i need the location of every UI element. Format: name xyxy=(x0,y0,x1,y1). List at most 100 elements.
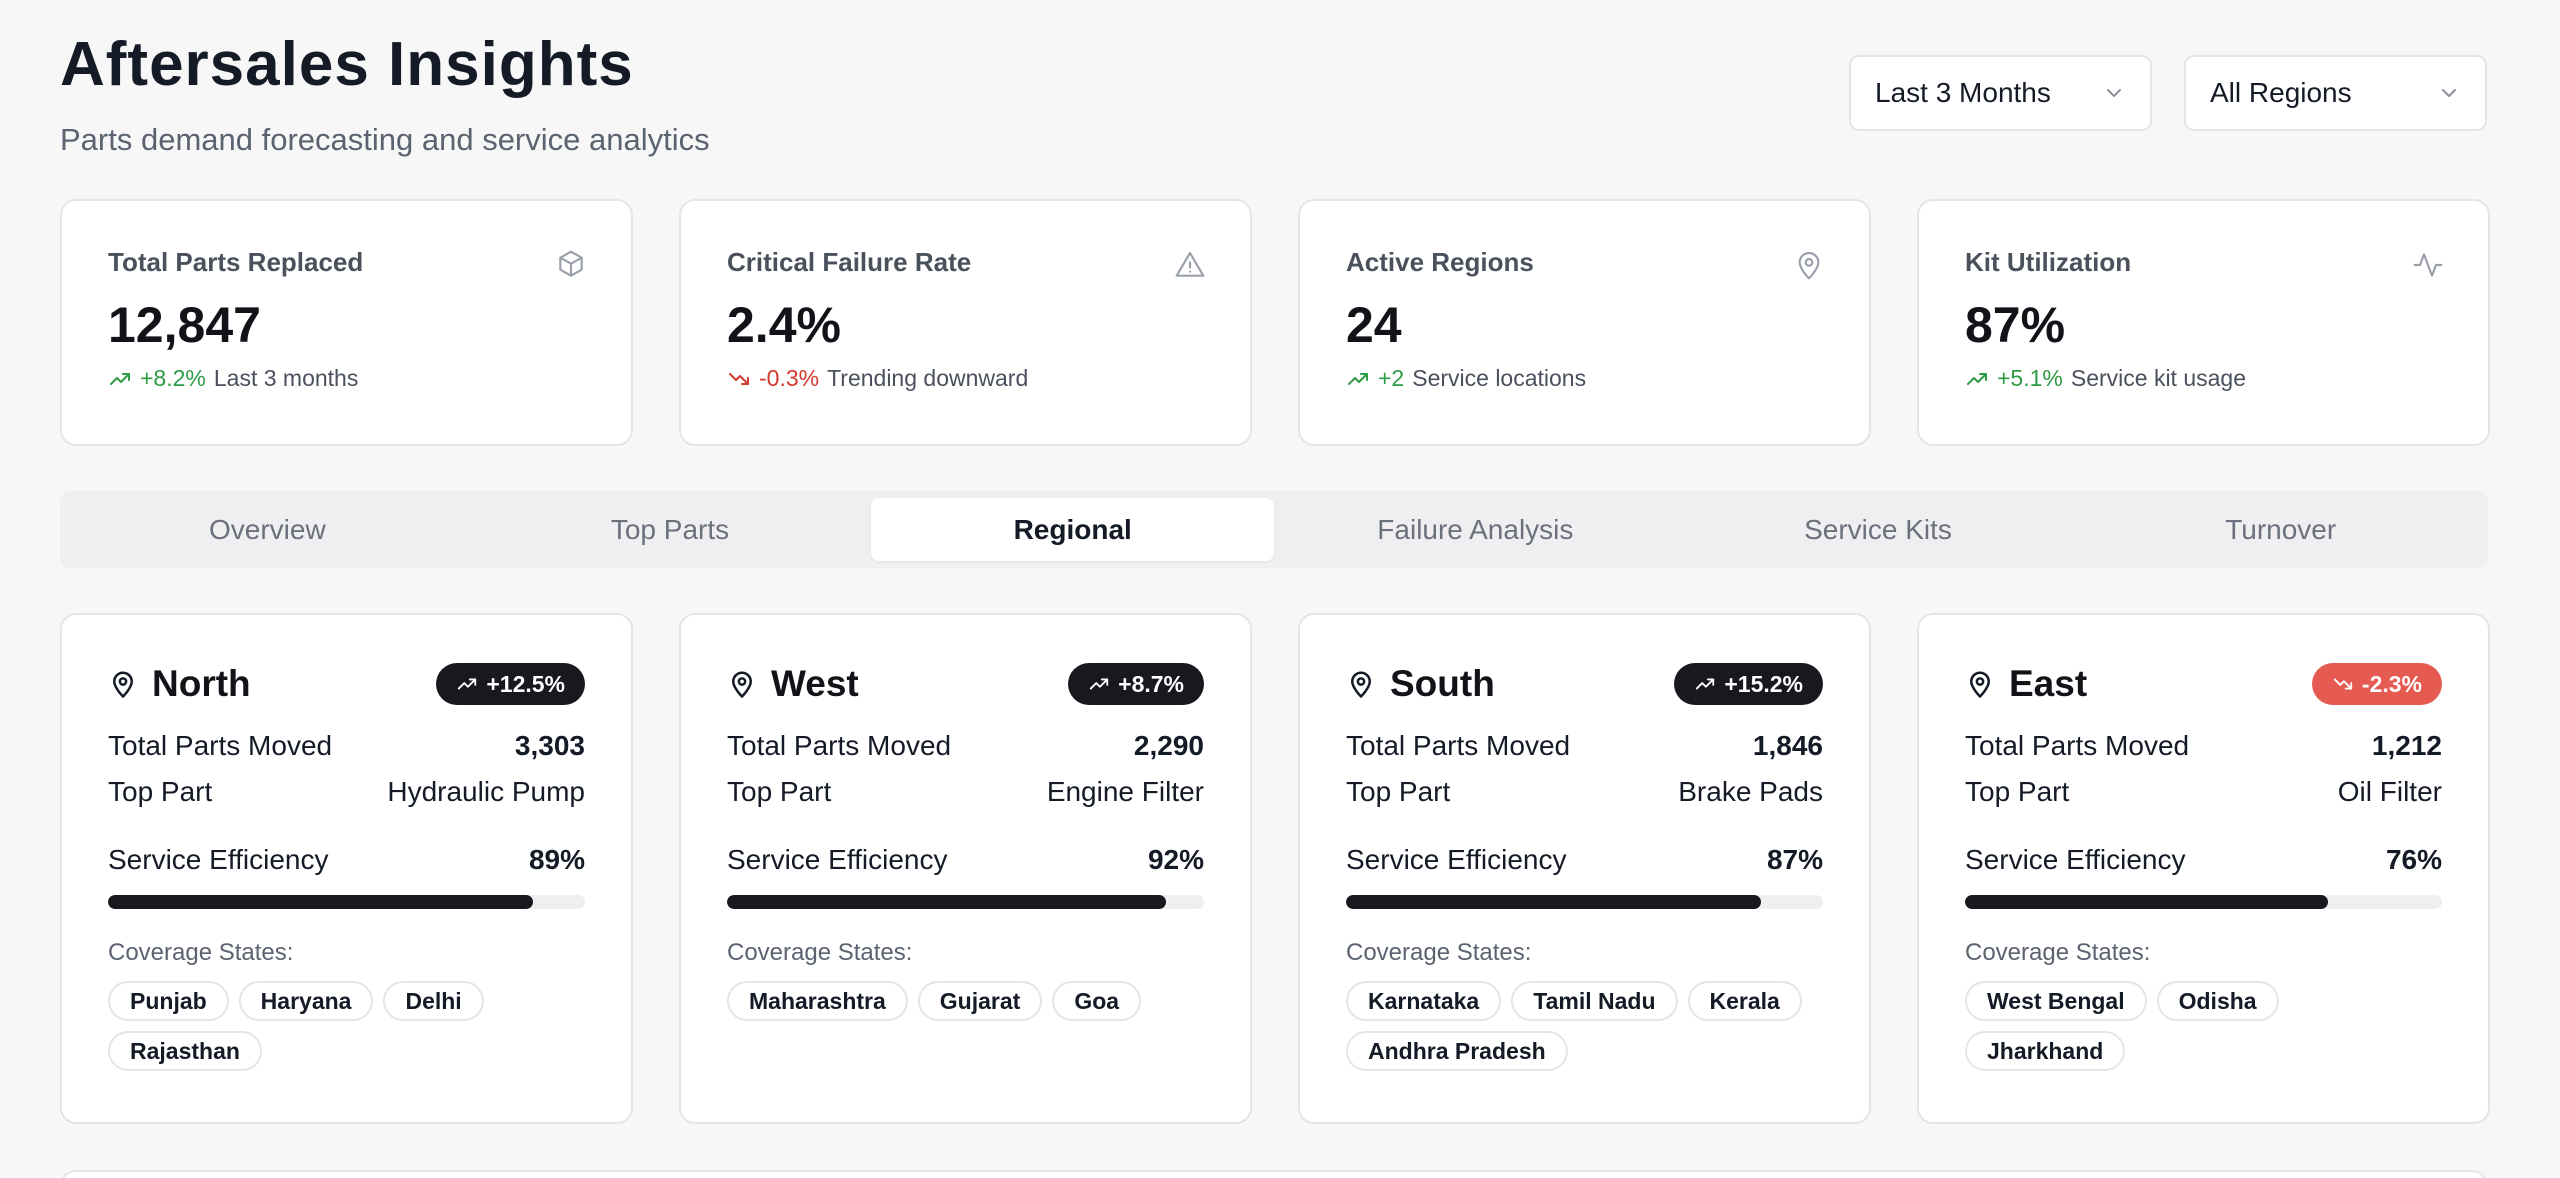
kpi-change-note: Service kit usage xyxy=(2070,365,2246,391)
trending-up-icon xyxy=(1696,678,1715,690)
region-trend-value: +12.5% xyxy=(486,670,565,697)
period-select[interactable]: Last 3 Months xyxy=(1849,55,2152,131)
coverage-state-chips: Karnataka Tamil Nadu Kerala Andhra Prade… xyxy=(1346,981,1823,1071)
tab-service-kits[interactable]: Service Kits xyxy=(1804,513,1952,545)
kpi-label: Critical Failure Rate xyxy=(727,247,972,277)
tab-overview[interactable]: Overview xyxy=(208,513,326,545)
kpi-change-value: -0.3% xyxy=(759,365,820,391)
trending-up-icon xyxy=(1348,372,1368,385)
stat-top-part: Top Part Engine Filter xyxy=(727,775,1204,809)
kpi-value: 87% xyxy=(1965,297,2066,353)
region-name: West xyxy=(771,663,859,704)
region-select[interactable]: All Regions xyxy=(2184,55,2487,131)
stat-label: Total Parts Moved xyxy=(727,730,952,761)
region-select-value: All Regions xyxy=(2210,77,2352,108)
tab-turnover[interactable]: Turnover xyxy=(2225,513,2337,545)
map-pin-icon xyxy=(113,671,133,698)
tab-top-parts[interactable]: Top Parts xyxy=(610,513,730,545)
coverage-states-label: Coverage States: xyxy=(1346,939,1532,966)
stat-value: 3,303 xyxy=(514,730,585,761)
region-title: East xyxy=(1965,663,2087,705)
coverage-states-label: Coverage States: xyxy=(727,939,913,966)
state-chip: Tamil Nadu xyxy=(1511,981,1678,1021)
stat-value: 89% xyxy=(528,844,585,875)
stat-label: Total Parts Moved xyxy=(1965,730,2190,761)
stat-total-parts: Total Parts Moved 3,303 xyxy=(108,729,585,763)
state-chip: Jharkhand xyxy=(1965,1031,2126,1071)
region-name: East xyxy=(2009,663,2088,704)
chevron-down-icon xyxy=(2107,89,2121,97)
kpi-label: Total Parts Replaced xyxy=(108,247,364,277)
state-chip: Gujarat xyxy=(917,981,1043,1021)
next-section-card xyxy=(60,1170,2488,1178)
region-header: South +15.2% xyxy=(1346,663,1823,705)
region-header: West +8.7% xyxy=(727,663,1204,705)
kpi-change-note: Trending downward xyxy=(827,365,1029,391)
region-trend-value: +8.7% xyxy=(1118,670,1184,697)
kpi-change: +2 Service locations xyxy=(1346,365,1823,392)
stat-value: 1,846 xyxy=(1752,730,1823,761)
kpi-label: Active Regions xyxy=(1346,247,1534,277)
region-title: West xyxy=(727,663,859,705)
kpi-change-value: +8.2% xyxy=(140,365,206,391)
kpi-change: +5.1% Service kit usage xyxy=(1965,365,2442,392)
trending-up-icon xyxy=(1089,678,1109,690)
coverage-state-chips: Maharashtra Gujarat Goa xyxy=(727,981,1204,1021)
state-chip: Karnataka xyxy=(1346,981,1502,1021)
kpi-label: Kit Utilization xyxy=(1965,247,2132,277)
stat-label: Service Efficiency xyxy=(1346,844,1567,875)
region-name: South xyxy=(1390,663,1495,704)
efficiency-progress-bar xyxy=(1346,895,1823,909)
stat-label: Service Efficiency xyxy=(108,844,329,875)
efficiency-progress-bar xyxy=(108,895,585,909)
stat-label: Total Parts Moved xyxy=(108,730,333,761)
kpi-card-active-regions: Active Regions 24 +2 Service locations xyxy=(1298,199,1871,446)
stat-value: 76% xyxy=(2385,844,2442,875)
period-select-value: Last 3 Months xyxy=(1875,77,2051,108)
state-chip: Haryana xyxy=(238,981,374,1021)
stat-top-part: Top Part Hydraulic Pump xyxy=(108,775,585,809)
kpi-row: Total Parts Replaced 12,847 +8.2% Last 3… xyxy=(60,199,2490,446)
state-chip: West Bengal xyxy=(1965,981,2147,1021)
tab-regional[interactable]: Regional xyxy=(871,498,1275,561)
region-card-east: East -2.3% Total Parts Moved 1,212 Top P… xyxy=(1917,613,2490,1124)
trending-up-icon xyxy=(458,678,477,690)
state-chip: Odisha xyxy=(2156,981,2279,1021)
stat-top-part: Top Part Oil Filter xyxy=(1965,775,2442,809)
tab-bar: Overview Top Parts Regional Failure Anal… xyxy=(60,491,2488,568)
stat-label: Service Efficiency xyxy=(727,844,948,875)
page-subtitle: Parts demand forecasting and service ana… xyxy=(60,122,710,157)
efficiency-progress-bar xyxy=(727,895,1204,909)
map-pin-icon xyxy=(732,671,752,698)
kpi-change: +8.2% Last 3 months xyxy=(108,365,585,392)
stat-value: Hydraulic Pump xyxy=(387,776,585,807)
page-header: Aftersales Insights Parts demand forecas… xyxy=(60,30,710,158)
state-chip: Rajasthan xyxy=(108,1031,262,1071)
efficiency-progress-fill xyxy=(727,895,1166,909)
kpi-card-total-parts: Total Parts Replaced 12,847 +8.2% Last 3… xyxy=(60,199,633,446)
region-trend-badge: -2.3% xyxy=(2311,663,2442,705)
kpi-change-value: +2 xyxy=(1378,365,1405,391)
map-pin-icon xyxy=(1970,671,1990,698)
stat-total-parts: Total Parts Moved 1,212 xyxy=(1965,729,2442,763)
stat-value: 92% xyxy=(1147,844,1204,875)
kpi-card-kit-utilization: Kit Utilization 87% +5.1% Service kit us… xyxy=(1917,199,2490,446)
region-card-south: South +15.2% Total Parts Moved 1,846 Top… xyxy=(1298,613,1871,1124)
stat-service-efficiency: Service Efficiency 89% xyxy=(108,843,585,877)
alert-triangle-icon xyxy=(1175,251,1205,277)
state-chip: Kerala xyxy=(1687,981,1802,1021)
trending-down-icon xyxy=(2333,678,2353,690)
region-name: North xyxy=(152,663,251,704)
state-chip: Maharashtra xyxy=(727,981,908,1021)
region-trend-badge: +12.5% xyxy=(436,663,585,705)
region-card-north: North +12.5% Total Parts Moved 3,303 Top… xyxy=(60,613,633,1124)
tab-failure-analysis[interactable]: Failure Analysis xyxy=(1377,513,1574,545)
region-header: East -2.3% xyxy=(1965,663,2442,705)
kpi-change-note: Last 3 months xyxy=(213,365,359,391)
state-chip: Delhi xyxy=(383,981,484,1021)
stat-total-parts: Total Parts Moved 1,846 xyxy=(1346,729,1823,763)
kpi-change: -0.3% Trending downward xyxy=(727,365,1204,392)
stat-value: Oil Filter xyxy=(2337,776,2442,807)
coverage-states-label: Coverage States: xyxy=(1965,939,2151,966)
